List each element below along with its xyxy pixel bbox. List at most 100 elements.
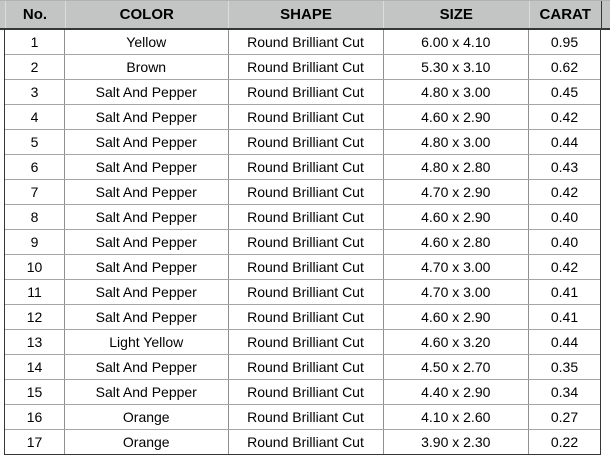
cell-size: 4.50 x 2.70 (382, 355, 529, 379)
cell-shape: Round Brilliant Cut (227, 80, 383, 104)
cell-no: 7 (30, 184, 39, 200)
cell-carat: 0.44 (528, 330, 600, 354)
cell-carat: 0.40 (528, 205, 600, 229)
cell-carat: 0.34 (528, 380, 600, 404)
cell-size: 4.80 x 2.80 (382, 155, 529, 179)
cell-shape: Round Brilliant Cut (227, 230, 383, 254)
table-row: 1 Yellow Round Brilliant Cut 6.00 x 4.10… (5, 30, 600, 55)
cell-size: 4.40 x 2.90 (382, 380, 529, 404)
cell-no: 9 (30, 234, 39, 250)
cell-shape: Round Brilliant Cut (227, 305, 383, 329)
cell-shape: Round Brilliant Cut (227, 430, 383, 454)
table-row: 8 Salt And Pepper Round Brilliant Cut 4.… (5, 205, 600, 230)
cell-color: Orange (64, 405, 228, 429)
cell-carat: 0.35 (528, 355, 600, 379)
table-row: 11 Salt And Pepper Round Brilliant Cut 4… (5, 280, 600, 305)
table-row: 12 Salt And Pepper Round Brilliant Cut 4… (5, 305, 600, 330)
cell-no: 12 (26, 309, 43, 325)
cell-no: 17 (26, 434, 43, 450)
cell-shape: Round Brilliant Cut (227, 355, 383, 379)
table-row: 2 Brown Round Brilliant Cut 5.30 x 3.10 … (5, 55, 600, 80)
cell-color: Salt And Pepper (64, 380, 228, 404)
header-col-size: SIZE (383, 1, 529, 28)
cell-size: 4.60 x 2.90 (382, 205, 529, 229)
cell-carat: 0.43 (528, 155, 600, 179)
cell-color: Salt And Pepper (64, 205, 228, 229)
table-row: 14 Salt And Pepper Round Brilliant Cut 4… (5, 355, 600, 380)
cell-carat: 0.42 (528, 180, 600, 204)
table-row: 15 Salt And Pepper Round Brilliant Cut 4… (5, 380, 600, 405)
cell-carat: 0.40 (528, 230, 600, 254)
table-body: 1 Yellow Round Brilliant Cut 6.00 x 4.10… (4, 30, 601, 455)
cell-color: Salt And Pepper (64, 230, 228, 254)
cell-no: 4 (30, 109, 39, 125)
cell-carat: 0.27 (528, 405, 600, 429)
cell-carat: 0.95 (528, 30, 600, 54)
cell-color: Yellow (64, 30, 228, 54)
cell-no: 2 (30, 59, 39, 75)
table-row: 17 Orange Round Brilliant Cut 3.90 x 2.3… (5, 430, 600, 455)
cell-color: Salt And Pepper (64, 130, 228, 154)
table-row: 13 Light Yellow Round Brilliant Cut 4.60… (5, 330, 600, 355)
cell-size: 6.00 x 4.10 (382, 30, 529, 54)
cell-no: 15 (26, 384, 43, 400)
cell-size: 4.60 x 3.20 (382, 330, 529, 354)
cell-no: 13 (26, 334, 43, 350)
cell-size: 4.80 x 3.00 (382, 80, 529, 104)
cell-carat: 0.44 (528, 130, 600, 154)
cell-shape: Round Brilliant Cut (227, 280, 383, 304)
cell-no: 1 (30, 34, 39, 50)
cell-no: 11 (27, 284, 42, 300)
cell-shape: Round Brilliant Cut (227, 180, 383, 204)
cell-carat: 0.62 (528, 55, 600, 79)
cell-no: 5 (30, 134, 39, 150)
cell-size: 4.10 x 2.60 (382, 405, 529, 429)
cell-color: Salt And Pepper (64, 80, 228, 104)
cell-color: Salt And Pepper (64, 355, 228, 379)
cell-carat: 0.22 (528, 430, 600, 454)
cell-shape: Round Brilliant Cut (227, 130, 383, 154)
cell-size: 5.30 x 3.10 (382, 55, 529, 79)
cell-size: 4.60 x 2.90 (382, 105, 529, 129)
cell-no: 10 (26, 259, 43, 275)
table-row: 7 Salt And Pepper Round Brilliant Cut 4.… (5, 180, 600, 205)
cell-shape: Round Brilliant Cut (227, 30, 383, 54)
cell-no: 3 (30, 84, 39, 100)
cell-shape: Round Brilliant Cut (227, 105, 383, 129)
cell-shape: Round Brilliant Cut (227, 330, 383, 354)
cell-color: Salt And Pepper (64, 105, 228, 129)
cell-no: 8 (30, 209, 39, 225)
cell-shape: Round Brilliant Cut (227, 155, 383, 179)
cell-size: 4.60 x 2.80 (382, 230, 529, 254)
cell-carat: 0.42 (528, 255, 600, 279)
cell-carat: 0.42 (528, 105, 600, 129)
cell-color: Salt And Pepper (64, 305, 228, 329)
cell-shape: Round Brilliant Cut (227, 405, 383, 429)
cell-size: 4.70 x 3.00 (382, 255, 529, 279)
cell-size: 3.90 x 2.30 (382, 430, 529, 454)
table-header: No. COLOR SHAPE SIZE CARAT (0, 0, 610, 30)
cell-no: 6 (30, 159, 39, 175)
header-col-no: No. (4, 1, 65, 28)
cell-color: Salt And Pepper (64, 255, 228, 279)
table-row: 6 Salt And Pepper Round Brilliant Cut 4.… (5, 155, 600, 180)
table-row: 5 Salt And Pepper Round Brilliant Cut 4.… (5, 130, 600, 155)
table-row: 3 Salt And Pepper Round Brilliant Cut 4.… (5, 80, 600, 105)
header-col-color: COLOR (64, 1, 229, 28)
cell-shape: Round Brilliant Cut (227, 205, 383, 229)
table-row: 16 Orange Round Brilliant Cut 4.10 x 2.6… (5, 405, 600, 430)
cell-shape: Round Brilliant Cut (227, 255, 383, 279)
table-row: 10 Salt And Pepper Round Brilliant Cut 4… (5, 255, 600, 280)
cell-no: 16 (26, 409, 43, 425)
cell-no: 14 (26, 359, 43, 375)
cell-color: Salt And Pepper (64, 280, 228, 304)
table-row: 4 Salt And Pepper Round Brilliant Cut 4.… (5, 105, 600, 130)
cell-color: Orange (64, 430, 228, 454)
cell-shape: Round Brilliant Cut (227, 55, 383, 79)
header-col-carat: CARAT (528, 1, 602, 28)
cell-size: 4.70 x 3.00 (382, 280, 529, 304)
cell-color: Salt And Pepper (64, 155, 228, 179)
cell-shape: Round Brilliant Cut (227, 380, 383, 404)
cell-color: Salt And Pepper (64, 180, 228, 204)
